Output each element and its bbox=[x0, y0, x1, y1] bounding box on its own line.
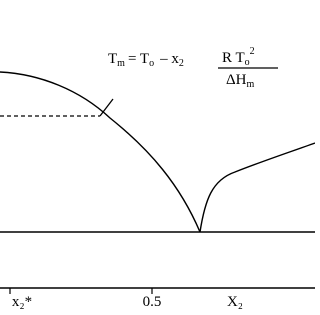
denominator: ΔHm bbox=[226, 72, 254, 90]
eq-part: o bbox=[245, 57, 250, 68]
axis-title: X₂ bbox=[227, 294, 243, 310]
tick-label: 0.5 bbox=[143, 294, 162, 310]
pointer bbox=[99, 98, 114, 117]
eq-part: 2 bbox=[250, 46, 255, 57]
eq-part: m bbox=[246, 79, 254, 90]
eq-part: – x bbox=[159, 51, 179, 67]
eq-part: 2 bbox=[179, 58, 184, 69]
equation-left: Tm = To – x2 bbox=[108, 51, 184, 69]
eq-part: T bbox=[108, 51, 117, 67]
eq-part: = T bbox=[128, 51, 149, 67]
numerator: R To2 bbox=[222, 46, 255, 68]
eq-part: m bbox=[117, 58, 125, 69]
eq-part: R T bbox=[222, 50, 245, 66]
tick-label: x₂* bbox=[12, 294, 32, 310]
liquidus-left bbox=[0, 71, 201, 233]
liquidus-right bbox=[199, 142, 315, 233]
eq-part: ΔH bbox=[226, 72, 247, 88]
eq-part: o bbox=[149, 58, 154, 69]
